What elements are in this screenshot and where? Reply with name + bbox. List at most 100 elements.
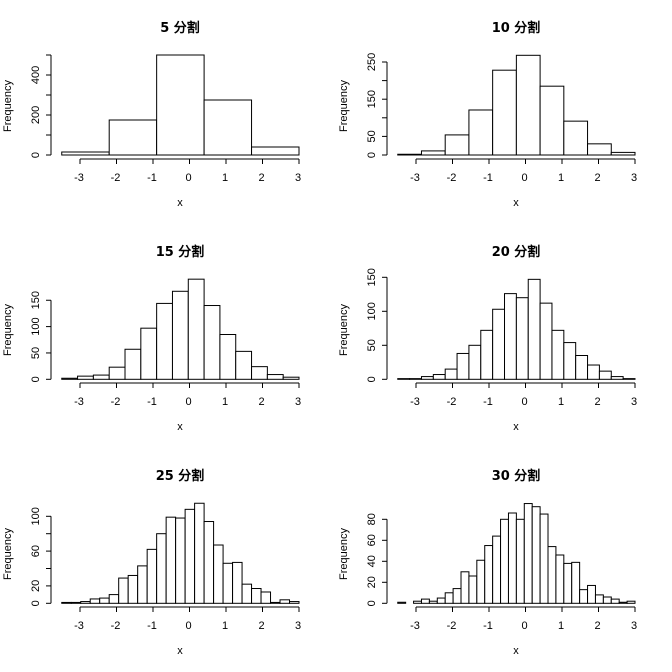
histogram-bar [397,601,407,604]
histogram-bar [279,599,291,604]
histogram-bar [452,588,462,604]
histogram-bar [420,598,430,604]
x-tick-label: 2 [258,620,264,632]
x-tick-label: 0 [185,172,191,184]
x-tick-label: 0 [185,396,191,408]
histogram-bar [515,54,541,156]
y-tick-label: 50 [366,130,378,142]
x-axis-label: x [513,645,519,657]
histogram-bar [420,150,446,156]
histogram-bar [456,352,470,380]
x-tick-label: -2 [111,620,121,632]
histogram-bar [235,350,253,380]
histogram-bar [622,378,636,380]
x-tick-label: -1 [483,172,493,184]
x-tick-label: 0 [521,396,527,408]
histogram-bar [515,518,525,604]
y-tick-label: 0 [30,376,42,382]
y-tick-label: 50 [366,339,378,351]
histogram-bar [146,548,158,604]
histogram-bar [203,305,221,380]
histogram-bar [444,134,470,156]
x-tick-label: 1 [222,396,228,408]
histogram-panel-20-bins: -3 -2 -1 0 1 2 3 0 50 100 150 20 分割 Frequency x [336,224,672,448]
x-tick-label: -1 [147,396,157,408]
histogram-bar [598,370,612,380]
histogram-bar [575,355,589,380]
y-tick-label: 60 [30,545,42,557]
histogram-bar [222,562,234,604]
y-tick-label: 150 [366,268,378,286]
x-axis-label: x [177,421,183,433]
y-tick-label: 400 [30,66,42,84]
y-tick-label: 0 [366,152,378,158]
histogram-bar [563,342,577,380]
histogram-bar [468,109,494,156]
histogram-bar [70,601,82,604]
histogram-bar [92,374,110,380]
x-axis-label: x [513,421,519,433]
histogram-bar [108,366,126,380]
x-tick-label: -1 [483,396,493,408]
y-tick-label: 80 [366,513,378,525]
y-axis-label: Frequency [2,528,14,580]
histogram-bar [602,596,612,604]
panel-title: 10 分割 [491,21,541,36]
histogram-bar [251,146,300,156]
histogram-bar [203,521,215,604]
histogram-bar [539,85,565,156]
histogram-bar [539,302,553,380]
y-axis-label: Frequency [2,304,14,356]
panel-title: 25 分割 [155,469,205,484]
histogram-panel-10-bins: -3 -2 -1 0 1 2 3 0 50 150 250 10 分割 Frequency x [336,0,672,224]
x-tick-label: 3 [295,396,301,408]
histogram-bar [219,334,237,380]
histogram-bar [444,592,454,604]
histogram-bar [492,308,506,380]
y-tick-label: 40 [366,555,378,567]
x-tick-label: 3 [295,172,301,184]
histogram-plot: -3 -2 -1 0 1 2 3 0 200 400 [30,54,301,184]
histogram-bar [61,601,72,604]
y-tick-label: 0 [30,600,42,606]
histogram-bar [99,597,110,604]
histogram-bar [61,377,79,380]
x-tick-label: 2 [594,620,600,632]
histogram-bar [413,600,422,604]
histogram-bar [266,374,284,380]
histogram-bar [270,601,281,604]
histogram-bar [579,589,589,604]
x-tick-label: 0 [521,620,527,632]
y-axis-label: Frequency [338,80,350,132]
x-tick-label: -1 [147,620,157,632]
y-tick-label: 0 [366,600,378,606]
histogram-bar [232,561,243,604]
histogram-bar [515,297,529,380]
histogram-bar [127,574,139,604]
x-tick-label: 2 [258,396,264,408]
histogram-bar [563,120,589,156]
y-tick-label: 20 [366,576,378,588]
histogram-bar [156,54,205,156]
x-tick-label: 2 [594,172,600,184]
x-tick-label: -3 [410,172,420,184]
histogram-bar [156,533,167,604]
x-tick-label: -3 [410,396,420,408]
histogram-bar [171,290,189,380]
y-tick-label: 0 [30,152,42,158]
histogram-bar [468,344,482,380]
histogram-bar [203,99,253,156]
histogram-bar [571,561,581,604]
histogram-bar [587,584,596,604]
x-tick-label: -3 [410,620,420,632]
histogram-bar [484,545,494,604]
histogram-plot: -3 -2 -1 0 1 2 3 0 50 150 250 [366,53,637,184]
x-axis-label: x [513,197,519,209]
histogram-bar [282,376,300,380]
histogram-plot: -3 -2 -1 0 1 2 3 0 20 40 60 80 [366,503,637,632]
x-tick-label: 1 [222,172,228,184]
histogram-plot: -3 -2 -1 0 1 2 3 0 50 100 150 [30,278,301,408]
histogram-bar [468,575,478,604]
histogram-bar [436,597,446,604]
